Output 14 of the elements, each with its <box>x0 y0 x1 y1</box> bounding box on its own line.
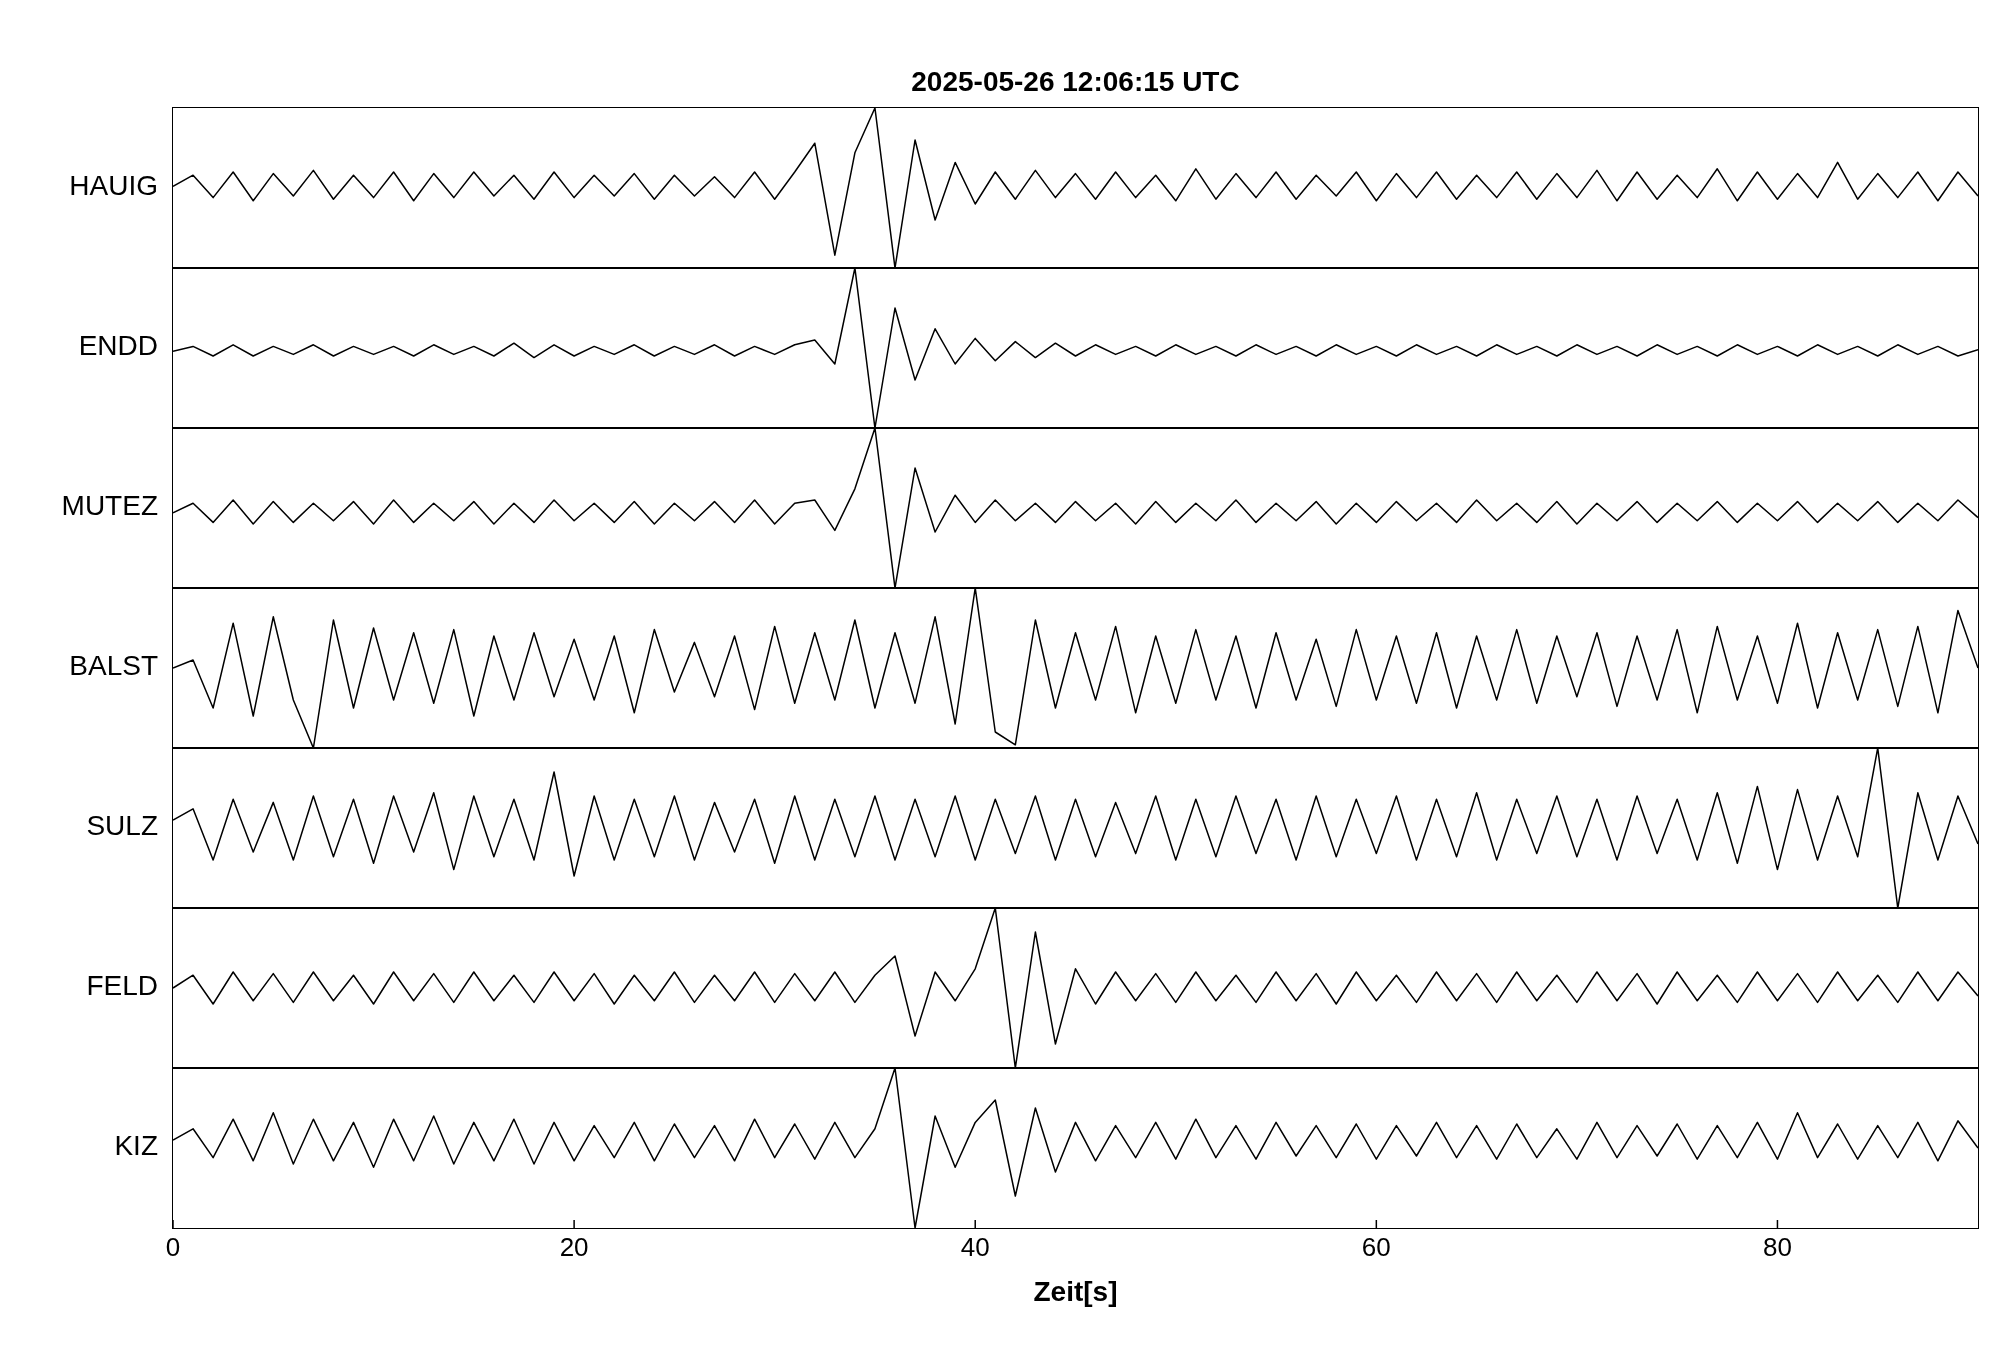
x-tick-label: 80 <box>1762 1232 1792 1262</box>
x-tick-label: 40 <box>960 1232 990 1262</box>
y-axis-title: BALST <box>68 650 158 682</box>
y-axis-title: MUTEZ <box>60 490 158 522</box>
x-tick-label: 0 <box>165 1232 181 1262</box>
y-axis-title: SULZ <box>85 810 158 842</box>
chart-title: 2025-05-26 12:06:15 UTC <box>910 66 1241 98</box>
x-axis-title: Zeit[s] <box>1032 1276 1119 1308</box>
y-axis-title: ENDD <box>77 330 158 362</box>
x-tick-label: 20 <box>559 1232 589 1262</box>
y-axis-title: KIZ <box>113 1130 158 1162</box>
y-axis-title: FELD <box>85 970 158 1002</box>
x-tick-label: 60 <box>1361 1232 1391 1262</box>
y-axis-title: HAUIG <box>68 170 158 202</box>
